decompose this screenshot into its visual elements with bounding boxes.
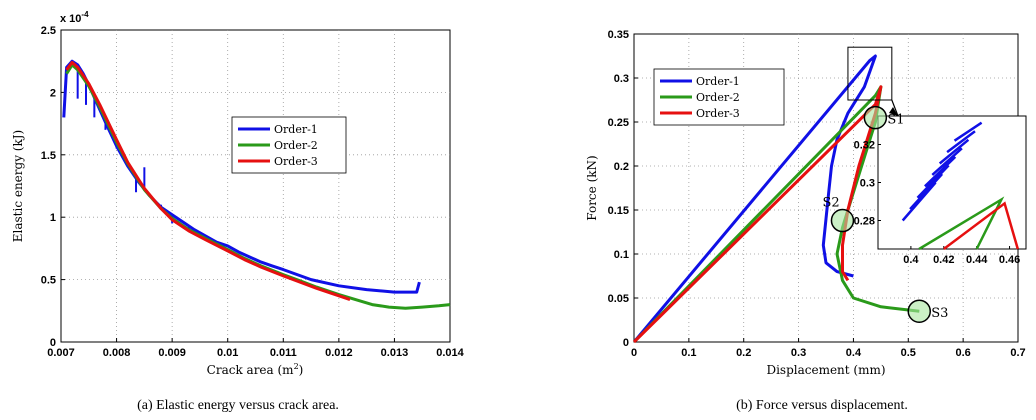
chart-a-x-tick-label: 0.008 — [103, 347, 131, 359]
chart-a-plot-area — [60, 29, 451, 343]
chart-b-y-tick-label: 0.2 — [614, 161, 629, 173]
chart-b-inset-box — [877, 115, 1027, 250]
chart-b-y-tick-label: 0.05 — [608, 293, 629, 305]
chart-b-inset-x-tick-label: 0.42 — [933, 254, 954, 266]
chart-b-x-tick-label: 0.6 — [955, 347, 970, 359]
chart-a-y-tick-label: 2.5 — [41, 25, 56, 37]
chart-b-inset-y-tick-label: 0.3 — [860, 178, 875, 190]
chart-a-x-tick-label: 0.007 — [47, 347, 75, 359]
chart-b-y-axis-label: Force (kN) — [585, 155, 599, 220]
chart-b-series-order-1 — [632, 54, 877, 343]
chart-a-x-tick-label: 0.009 — [158, 347, 186, 359]
chart-b-zoom-box — [847, 46, 893, 101]
chart-a-y-tick-label: 1.5 — [41, 150, 56, 162]
chart-a-exponent-label: x 10-4 — [60, 10, 89, 25]
chart-b-ticks: 0 0.1 0.2 0.3 0.4 0.5 0.6 0.7 0 0.05 0.1 0.15 0.2 0.2… — [608, 29, 1026, 359]
chart-a-caption: (a) Elastic energy versus crack area. — [137, 398, 339, 413]
chart-b-zoom-arrow — [891, 99, 899, 117]
chart-a-ticks: 0.007 0.008 0.009 0.01 0.011 0.012 0.013 0.014 0… — [41, 25, 465, 359]
chart-b-legend: Order-1 Order-2 Order-3 — [653, 68, 785, 126]
chart-b-inset-series-order-1 — [901, 121, 983, 222]
chart-a-x-tick-label: 0.013 — [381, 347, 409, 359]
chart-b-x-tick-label: 0.4 — [846, 347, 862, 359]
chart-a-x-tick-label: 0.01 — [217, 347, 238, 359]
chart-a-x-tick-label: 0.012 — [325, 347, 353, 359]
chart-b-inset-x-tick-label: 0.46 — [999, 254, 1020, 266]
chart-b-x-tick-label: 0.1 — [681, 347, 696, 359]
chart-b-x-tick-label: 0.2 — [736, 347, 751, 359]
chart-b-x-axis-label: Displacement (mm) — [766, 363, 885, 377]
chart-b-y-tick-label: 0 — [623, 337, 629, 349]
chart-b-legend-label-order-1: Order-1 — [696, 75, 740, 88]
chart-b-zoom-arrow-head — [889, 107, 898, 116]
chart-a-grid — [61, 30, 450, 342]
chart-a-x-axis-label: Crack area (m2) — [207, 362, 304, 377]
chart-b-inset-y-tick-label: 0.32 — [854, 140, 875, 152]
chart-b-inset-y-tick-label: 0.28 — [854, 216, 875, 228]
chart-a-series — [62, 59, 451, 310]
chart-a-series-order-3 — [65, 60, 351, 302]
chart-b-x-tick-label: 0.3 — [791, 347, 806, 359]
chart-b-y-tick-label: 0.15 — [608, 205, 629, 217]
chart-a-x-tick-label: 0.011 — [270, 347, 297, 359]
chart-b-x-tick-label: 0.7 — [1010, 347, 1025, 359]
chart-b-inset-series-order-3 — [943, 201, 1020, 250]
chart-b-inset: 0.4 0.42 0.44 0.46 0.28 0.3 0.32 — [847, 46, 1027, 266]
chart-b-annotation-label-s2: S2 — [822, 196, 839, 211]
chart-a-legend: Order-1 Order-2 Order-3 — [231, 116, 347, 174]
chart-b-x-tick-label: 0.5 — [901, 347, 916, 359]
chart-a-legend-label-order-2: Order-2 — [274, 139, 318, 152]
chart-a: 0.007 0.008 0.009 0.01 0.011 0.012 0.013 0.014 0… — [11, 10, 465, 413]
chart-b-y-tick-label: 0.35 — [608, 29, 629, 41]
chart-b-annotation-marker-s2 — [830, 208, 855, 233]
chart-b-series — [632, 54, 920, 344]
chart-a-y-axis-label: Elastic energy (kJ) — [11, 130, 25, 243]
chart-b-inset-series-order-2 — [918, 196, 1005, 251]
chart-b-annotation-label-s1: S1 — [887, 113, 904, 128]
chart-a-y-tick-label: 0 — [50, 337, 56, 349]
chart-a-y-tick-label: 2 — [50, 87, 56, 99]
chart-b-annotation-label-s3: S3 — [931, 306, 948, 321]
chart-b-annotation-marker-s3 — [907, 299, 932, 323]
chart-b-series-order-3 — [632, 85, 883, 344]
chart-b-y-tick-label: 0.3 — [614, 73, 629, 85]
chart-b-inset-x-tick-label: 0.44 — [966, 254, 988, 266]
chart-a-y-tick-label: 1 — [50, 212, 56, 224]
chart-a-x-tick-label: 0.014 — [436, 347, 464, 359]
chart-b-caption: (b) Force versus displacement. — [736, 398, 908, 413]
chart-b-legend-label-order-3: Order-3 — [696, 107, 740, 120]
chart-a-legend-label-order-3: Order-3 — [274, 155, 318, 168]
chart-b-annotation-marker-s1 — [863, 105, 888, 130]
chart-b-inset-x-tick-label: 0.4 — [903, 254, 919, 266]
chart-b-x-tick-label: 0 — [631, 347, 637, 359]
chart-b: 0 0.1 0.2 0.3 0.4 0.5 0.6 0.7 0 0.05 0.1 0.15 0.2 0.2… — [585, 29, 1027, 413]
chart-b-annotations: S1 S2 S3 — [822, 105, 948, 323]
chart-a-legend-label-order-1: Order-1 — [274, 123, 318, 136]
chart-a-y-tick-label: 0.5 — [41, 275, 56, 287]
chart-b-y-tick-label: 0.1 — [614, 249, 629, 261]
chart-b-y-tick-label: 0.25 — [608, 117, 629, 129]
chart-b-legend-label-order-2: Order-2 — [696, 91, 740, 104]
